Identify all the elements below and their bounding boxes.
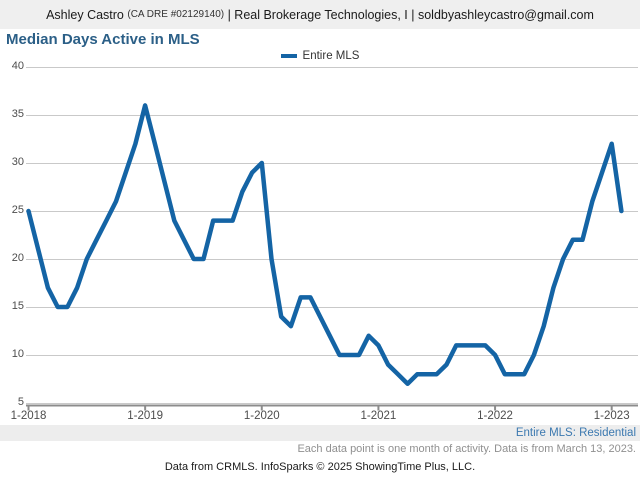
y-tick-label: 30 xyxy=(11,156,24,168)
legend-line-swatch-icon xyxy=(280,54,297,58)
agent-name: Ashley Castro xyxy=(46,7,128,22)
x-tick-label: 1-2021 xyxy=(360,410,397,422)
y-tick-label: 20 xyxy=(11,252,24,264)
series-note: Entire MLS: Residential xyxy=(515,427,636,439)
x-tick-label: 1-2018 xyxy=(10,410,47,422)
x-tick-label: 1-2023 xyxy=(593,410,630,422)
legend-series-label: Entire MLS xyxy=(302,50,360,62)
series-line-entire-mls[interactable] xyxy=(26,103,624,387)
page-title: Median Days Active in MLS xyxy=(6,31,200,48)
agent-license: (CA DRE #02129140) xyxy=(127,9,225,20)
x-tick-label: 1-2022 xyxy=(477,410,513,422)
data-note: Each data point is one month of activity… xyxy=(297,443,636,455)
y-tick-label: 25 xyxy=(11,204,24,216)
x-tick-label: 1-2019 xyxy=(127,410,164,422)
source-attribution: Data from CRMLS. InfoSparks © 2025 Showi… xyxy=(164,461,476,473)
series-filter-band: Entire MLS: Residential xyxy=(0,425,640,441)
y-tick-label: 15 xyxy=(11,300,24,312)
y-tick-label: 5 xyxy=(17,396,24,408)
branding-header: Ashley Castro (CA DRE #02129140) | Real … xyxy=(0,0,640,29)
y-tick-label: 10 xyxy=(11,348,24,360)
y-tick-label: 35 xyxy=(11,108,24,120)
chart-legend[interactable]: Entire MLS xyxy=(0,50,640,62)
x-tick-label: 1-2020 xyxy=(243,410,280,422)
brokerage-and-email: | Real Brokerage Technologies, I | soldb… xyxy=(224,7,594,22)
y-tick-label: 40 xyxy=(11,60,24,72)
